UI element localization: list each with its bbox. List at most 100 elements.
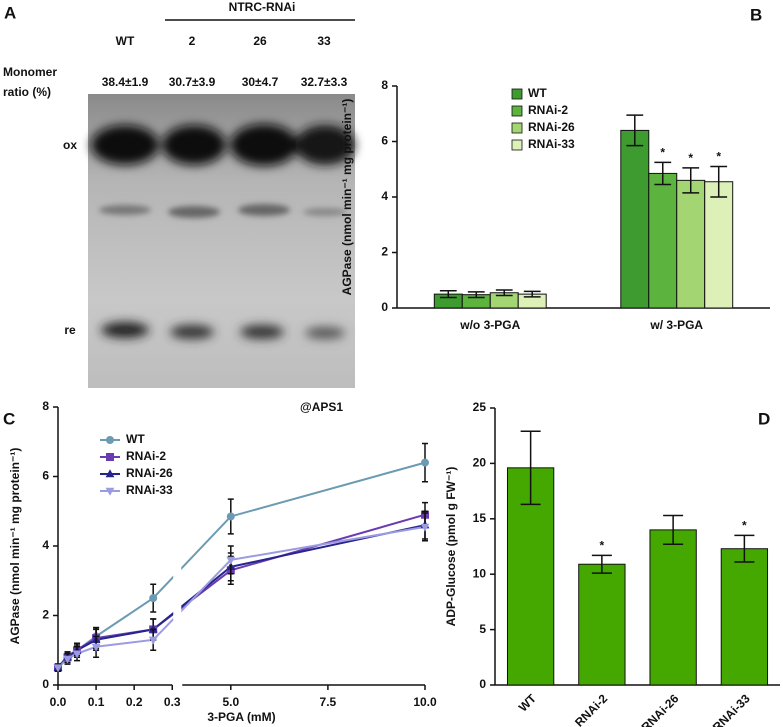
blot-faint-bands [99,204,347,218]
marker [420,523,430,532]
y-tick-label: 0 [42,677,49,691]
legend-swatch [511,139,523,151]
x-tick-label: 0.1 [88,695,105,709]
y-tick-label: 4 [381,189,388,203]
error-bar [520,430,541,506]
error-bar [654,161,672,186]
y-tick-label: 0 [479,677,486,691]
group-label: NTRC-RNAi [229,0,296,14]
panel-letter: C [3,409,15,428]
significance-label: * [716,150,721,164]
significance-label: * [688,151,693,165]
marker [72,650,82,659]
x-tick-label: 10.0 [413,695,437,709]
x-tick-label: RNAi-2 [572,691,610,727]
marker [53,664,63,673]
error-bar [626,114,644,147]
marker [226,512,235,521]
blot-panel: A NTRC-RNAi Monomer ratio (%) ox re @APS… [3,0,355,414]
marker [149,594,158,603]
legend-label: RNAi-26 [528,120,575,134]
error-bar [523,290,541,298]
marker [63,655,72,664]
marker [105,469,115,478]
legend-label: WT [126,432,145,446]
antibody-label: @APS1 [300,400,343,414]
x-tick-label: 0.3 [164,695,181,709]
y-tick-label: 15 [473,511,487,525]
y-tick-label: 5 [479,622,486,636]
bar [704,181,734,309]
x-tick-label: RNAi-26 [639,691,682,727]
y-axis-label: AGPase (nmol min⁻¹ mg protein⁻¹) [8,448,22,645]
marker [105,487,115,496]
bar [676,179,706,309]
y-tick-label: 8 [42,399,49,413]
legend-label: RNAi-33 [528,137,575,151]
y-axis-label: ADP-Glucose (pmol g FW⁻¹) [444,467,458,627]
legend-swatch [511,88,523,100]
error-bar [710,165,728,198]
error-bar [467,291,485,299]
y-tick-label: 2 [381,245,388,259]
marker [106,453,114,461]
y-tick-label: 10 [473,566,487,580]
error-bar [663,514,684,546]
blot-bands [91,124,355,339]
axis-break [173,407,182,693]
lane-label: 33 [317,34,331,48]
marker [91,643,101,652]
error-bar [439,290,457,299]
y-tick-label: 25 [473,400,487,414]
marker [148,624,158,633]
x-tick-label: w/ 3-PGA [649,318,703,332]
x-tick-label: 0.0 [50,695,67,709]
band-label: ox [63,138,77,152]
error-bar [734,534,755,563]
panel-letter: D [758,409,770,428]
significance-label: * [660,145,665,159]
legend-label: RNAi-26 [126,466,173,480]
series-line [57,525,426,669]
x-tick-label: WT [516,691,540,715]
ratio-label: 38.4±1.9 [102,75,149,89]
marker [148,636,158,645]
significance-label: * [742,519,747,533]
error-bar [591,554,612,574]
x-axis-label: 3-PGA (mM) [207,710,275,724]
series-line [57,524,426,669]
x-tick-label: 7.5 [320,695,337,709]
x-tick-label: 0.2 [126,695,143,709]
y-tick-label: 6 [42,469,49,483]
legend-label: WT [528,86,547,100]
panel-letter: B [750,5,762,24]
bar [648,172,678,309]
legend-swatch [511,105,523,117]
legend-label: RNAi-2 [528,103,568,117]
band-label: re [64,323,76,337]
row-label: ratio (%) [3,85,51,99]
y-axis-label: AGPase (nmol min⁻¹ mg protein⁻¹) [340,99,354,296]
row-label: Monomer [3,65,57,79]
legend-label: RNAi-2 [126,449,166,463]
bar [620,129,650,309]
y-tick-label: 2 [42,608,49,622]
x-tick-label: w/o 3-PGA [459,318,520,332]
panel-letter: A [4,3,16,22]
significance-label: * [600,539,605,553]
lane-label: 26 [253,34,267,48]
legend-label: RNAi-33 [126,483,173,497]
y-tick-label: 0 [381,300,388,314]
legend-swatch [511,122,523,134]
lane-label: 2 [189,34,196,48]
ratio-label: 32.7±3.3 [301,75,348,89]
x-tick-label: 5.0 [222,695,239,709]
marker [421,458,429,467]
ratio-label: 30.7±3.9 [169,75,216,89]
bar [578,563,626,686]
bar [649,529,697,686]
y-tick-label: 6 [381,134,388,148]
ratio-label: 30±4.7 [242,75,279,89]
lane-label: WT [116,34,135,48]
